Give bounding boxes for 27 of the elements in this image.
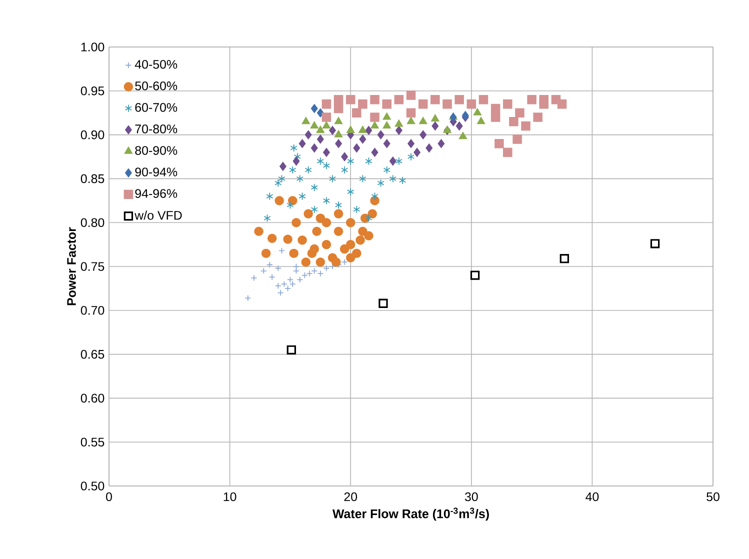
x-tick-label: 30: [464, 492, 478, 502]
legend-label: 50-60%: [135, 81, 178, 90]
y-tick-label: 0.90: [80, 130, 104, 140]
y-tick-label: 0.60: [80, 394, 104, 403]
y-tick-label: 0.50: [80, 482, 104, 490]
y-axis-title: Power Factor: [67, 227, 76, 306]
legend-label: 40-50%: [134, 60, 178, 69]
y-tick-label: 0.80: [80, 218, 104, 228]
x-tick-label: 20: [344, 492, 358, 502]
legend-label: w/o VFD: [134, 210, 182, 220]
y-tick-label: 0.55: [80, 438, 104, 447]
y-tick-label: 0.95: [80, 86, 104, 96]
y-tick-label: 0.85: [80, 174, 104, 184]
x-tick-label: 50: [706, 492, 720, 502]
x-axis-title: Water Flow Rate (10$^{-3}$m$^{3}$/s): [332, 508, 489, 521]
y-tick-label: 0.65: [80, 350, 104, 359]
legend-label: 94-96%: [135, 189, 178, 198]
y-tick-label: 0.70: [80, 306, 104, 315]
y-tick-label: 0.75: [80, 262, 104, 271]
legend-label: 60-70%: [135, 103, 178, 112]
x-tick-label: 40: [586, 492, 599, 502]
x-tick-label: 10: [224, 492, 236, 502]
legend-label: 90-94%: [135, 168, 178, 176]
y-tick-label: 1.00: [81, 42, 104, 52]
x-tick-label: 0: [106, 492, 112, 502]
legend-label: 70-80%: [135, 124, 178, 134]
legend-label: 80-90%: [135, 146, 178, 155]
